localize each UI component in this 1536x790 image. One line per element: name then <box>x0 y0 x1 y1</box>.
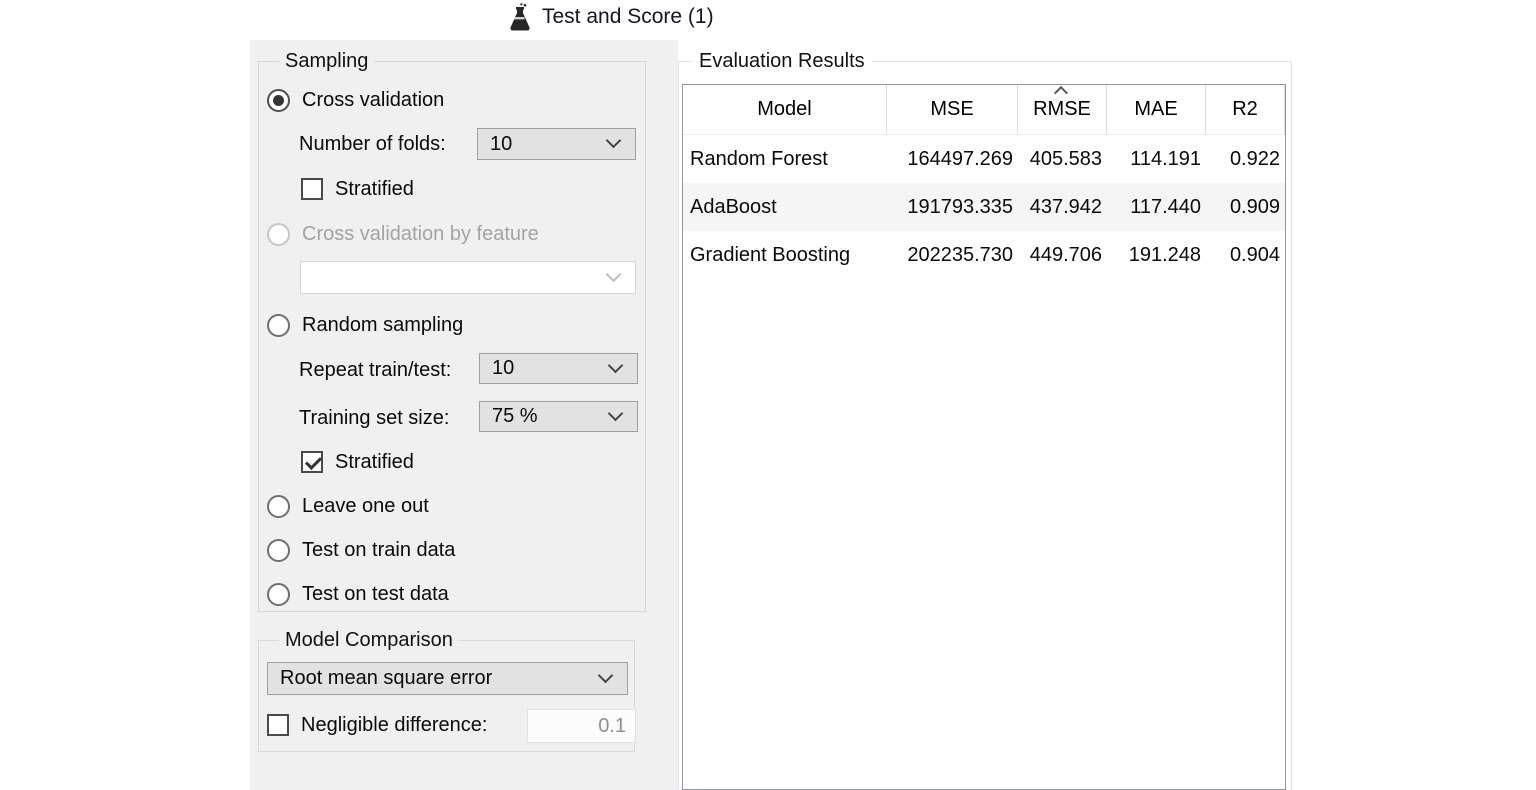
checkbox-checked-icon <box>301 451 323 473</box>
negligible-difference-checkbox-row[interactable]: Negligible difference: <box>267 712 487 738</box>
radio-button-icon <box>267 313 290 337</box>
cell-model: Random Forest <box>690 147 828 170</box>
radio-button-icon <box>267 222 290 246</box>
repeat-train-test-row: Repeat train/test: <box>299 357 451 383</box>
radio-cross-validation[interactable]: Cross validation <box>267 87 444 113</box>
radio-button-icon <box>267 538 290 562</box>
table-row[interactable]: Gradient Boosting 202235.730 449.706 191… <box>683 231 1285 279</box>
radio-test-on-test-label: Test on test data <box>302 582 449 605</box>
cell-rmse: 449.706 <box>1029 243 1102 266</box>
radio-cross-validation-by-feature-label: Cross validation by feature <box>302 222 539 245</box>
cell-r2: 0.909 <box>1229 195 1280 218</box>
stratified-random-checkbox-row[interactable]: Stratified <box>301 449 414 475</box>
radio-test-on-train[interactable]: Test on train data <box>267 537 455 563</box>
comparison-metric-value: Root mean square error <box>280 667 493 689</box>
radio-test-on-train-label: Test on train data <box>302 538 456 561</box>
repeat-train-test-select[interactable]: 10 <box>479 353 638 384</box>
number-of-folds-label: Number of folds: <box>299 132 446 155</box>
repeat-train-test-value: 10 <box>492 357 515 379</box>
training-set-size-value: 75 % <box>492 405 538 427</box>
cell-mae: 191.248 <box>1128 243 1201 266</box>
training-set-size-row: Training set size: <box>299 405 449 431</box>
radio-cross-validation-by-feature[interactable]: Cross validation by feature <box>267 221 539 247</box>
chevron-down-icon <box>597 667 614 683</box>
model-comparison-group-title: Model Comparison <box>279 629 459 652</box>
table-row[interactable]: Random Forest 164497.269 405.583 114.191… <box>683 135 1285 183</box>
widget-titlebar: Test and Score (1) <box>250 0 1290 40</box>
radio-random-sampling-label: Random sampling <box>302 313 464 336</box>
column-header-mse[interactable]: MSE <box>887 85 1018 134</box>
flask-icon <box>510 3 530 31</box>
radio-button-icon <box>267 494 290 518</box>
sampling-groupbox: Sampling Cross validation Number of fold… <box>258 50 646 612</box>
comparison-metric-select[interactable]: Root mean square error <box>267 662 628 695</box>
chevron-down-icon <box>605 266 622 282</box>
stratified-cv-label: Stratified <box>335 177 414 200</box>
radio-leave-one-out[interactable]: Leave one out <box>267 493 429 519</box>
radio-leave-one-out-label: Leave one out <box>302 494 429 517</box>
cell-model: Gradient Boosting <box>690 243 851 266</box>
negligible-difference-input[interactable] <box>527 709 636 743</box>
cell-rmse: 405.583 <box>1029 147 1102 170</box>
cell-mse: 164497.269 <box>907 147 1013 170</box>
sampling-group-title: Sampling <box>279 50 375 73</box>
negligible-difference-label: Negligible difference: <box>301 713 488 736</box>
cell-mae: 117.440 <box>1130 195 1201 218</box>
repeat-train-test-label: Repeat train/test: <box>299 358 452 381</box>
column-header-rmse[interactable]: RMSE <box>1018 85 1107 134</box>
control-area: Sampling Cross validation Number of fold… <box>250 40 678 790</box>
training-set-size-select[interactable]: 75 % <box>479 401 638 432</box>
stratified-cv-checkbox-row[interactable]: Stratified <box>301 176 414 202</box>
cell-rmse: 437.942 <box>1029 195 1102 218</box>
checkbox-icon <box>301 178 323 200</box>
table-header: Model MSE RMSE MAE R2 <box>683 85 1285 135</box>
number-of-folds-row: Number of folds: <box>299 131 446 157</box>
evaluation-results-group-title: Evaluation Results <box>692 50 872 73</box>
cell-r2: 0.922 <box>1229 147 1280 170</box>
radio-test-on-test[interactable]: Test on test data <box>267 581 449 607</box>
cell-mse: 202235.730 <box>907 243 1013 266</box>
cell-model: AdaBoost <box>690 195 777 218</box>
cell-r2: 0.904 <box>1229 243 1280 266</box>
feature-select[interactable] <box>300 261 636 294</box>
radio-cross-validation-label: Cross validation <box>302 88 445 111</box>
column-header-mae[interactable]: MAE <box>1107 85 1206 134</box>
training-set-size-label: Training set size: <box>299 406 450 429</box>
table-row[interactable]: AdaBoost 191793.335 437.942 117.440 0.90… <box>683 183 1285 231</box>
radio-button-icon <box>267 88 290 112</box>
chevron-down-icon <box>605 132 622 149</box>
column-header-r2[interactable]: R2 <box>1206 85 1285 134</box>
column-header-model[interactable]: Model <box>683 85 887 134</box>
chevron-down-icon <box>607 357 624 373</box>
number-of-folds-value: 10 <box>490 132 513 155</box>
radio-button-icon <box>267 582 290 606</box>
cell-mae: 114.191 <box>1130 147 1201 170</box>
radio-random-sampling[interactable]: Random sampling <box>267 312 463 338</box>
checkbox-icon <box>267 714 289 736</box>
column-header-rmse-label: RMSE <box>1033 98 1091 120</box>
evaluation-results-table: Model MSE RMSE MAE R2 Random Forest 1644… <box>682 84 1286 790</box>
number-of-folds-select[interactable]: 10 <box>477 128 636 160</box>
model-comparison-groupbox: Model Comparison Root mean square error … <box>258 629 636 752</box>
stratified-random-label: Stratified <box>335 450 414 473</box>
cell-mse: 191793.335 <box>907 195 1013 218</box>
widget-title: Test and Score (1) <box>542 5 714 28</box>
chevron-down-icon <box>607 405 624 421</box>
